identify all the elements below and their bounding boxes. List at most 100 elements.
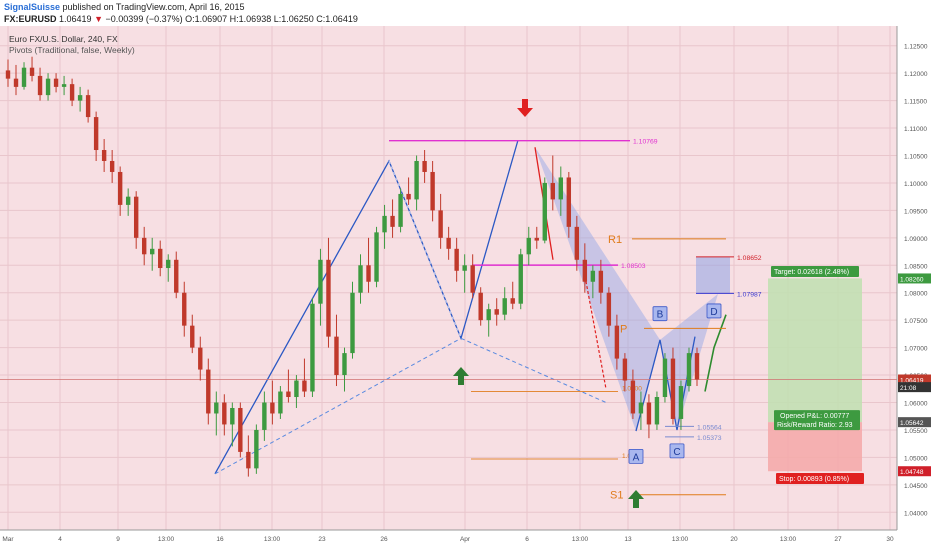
point-box-C	[669, 443, 685, 459]
y-tick-label: 1.05500	[904, 428, 928, 435]
candle-body	[182, 292, 187, 326]
pnl-box	[774, 410, 860, 431]
candle-body	[318, 259, 323, 304]
candle-body	[398, 193, 403, 227]
x-tick-label: 13	[624, 536, 632, 543]
candle-body	[582, 259, 588, 282]
y-tick-label: 1.10000	[904, 181, 928, 188]
x-tick-label: 13:00	[572, 536, 589, 543]
candle-body	[334, 336, 339, 376]
candle-body	[109, 160, 115, 172]
candle-body	[486, 309, 491, 321]
pivot-label-P: P	[620, 323, 627, 335]
price-tag-label: 1.05642	[900, 420, 924, 427]
candle-body	[101, 150, 107, 161]
price-tag-bg	[898, 466, 931, 477]
level-label-1.10769: 1.10769	[633, 139, 658, 146]
level-label-1.08503: 1.08503	[621, 263, 646, 270]
y-tick-label: 1.05000	[904, 455, 928, 462]
candle-body	[37, 75, 43, 96]
y-tick-label: 1.04500	[904, 483, 928, 490]
candle-body	[133, 196, 139, 238]
candle-body	[270, 402, 275, 414]
candle-body	[414, 160, 419, 200]
stop-zone	[768, 422, 862, 472]
target-label: Target: 0.02618 (2.48%)	[774, 269, 849, 276]
legend-title: Euro FX/U.S. Dollar, 240, FX	[9, 34, 118, 44]
candle-body	[598, 270, 604, 293]
candle-body	[374, 232, 379, 282]
candle-body	[302, 380, 307, 392]
y-tick-label: 1.08500	[904, 263, 928, 270]
candle-body	[278, 391, 283, 414]
candle-body	[294, 380, 299, 398]
candle-body	[686, 353, 692, 387]
candle-body	[326, 259, 331, 337]
candle-body	[502, 298, 507, 315]
y-tick-label: 1.07000	[904, 346, 928, 353]
candles	[5, 56, 700, 477]
candle-body	[350, 292, 355, 354]
x-axis[interactable]: Mar 4 9 13:00 16 13:00 23 26 Apr 6 13:00 13 13:00 20 1…	[0, 529, 897, 543]
candle-body	[550, 182, 555, 200]
arrow-up-icon	[628, 490, 644, 508]
ohlc-close: C:1.06419	[316, 14, 358, 24]
x-tick-label: 26	[380, 536, 388, 543]
point-label-A: A	[633, 452, 640, 463]
red-leg-2	[584, 276, 607, 389]
candle-body	[438, 210, 443, 238]
pattern-leg-blue	[214, 139, 519, 475]
point-box-A	[628, 448, 644, 464]
candle-body	[558, 177, 564, 200]
ohlc-open: O:1.06907	[185, 14, 228, 24]
candle-body	[614, 325, 620, 359]
position-zones: Target: 0.02618 (2.48%) Stop: 0.00893 (0.…	[768, 266, 864, 484]
candle-body	[190, 325, 195, 348]
price-chart[interactable]: Target: 0.02618 (2.48%) Stop: 0.00893 (0.…	[0, 26, 932, 550]
candle-body	[246, 451, 251, 469]
candle-body	[141, 237, 147, 255]
price-tag-label: 21:08	[900, 385, 917, 392]
x-tick-label: 23	[318, 536, 326, 543]
last-price: 1.06419	[59, 14, 92, 24]
y-tick-label: 1.09000	[904, 236, 928, 243]
candle-body	[670, 358, 676, 419]
y-tick-label: 1.11000	[904, 126, 927, 133]
price-tag-bg	[898, 273, 931, 284]
target-zone	[768, 278, 862, 423]
candle-body	[382, 215, 387, 233]
candle-body	[478, 292, 483, 321]
y-axis[interactable]: 1.12500 1.12000 1.11500 1.11000 1.10500 1.100…	[896, 26, 928, 530]
candle-body	[454, 248, 459, 271]
candle-body	[406, 193, 411, 200]
x-tick-label: 13:00	[780, 536, 797, 543]
candle-body	[238, 407, 243, 452]
price-tag-label: 1.04748	[900, 469, 924, 476]
candle-body	[21, 67, 27, 87]
target-label-bg	[771, 266, 859, 277]
pattern-triangle-xab	[535, 147, 660, 432]
plot-area[interactable]	[0, 26, 897, 530]
x-tick-label: 16	[216, 536, 224, 543]
price-tag-bg	[898, 374, 931, 385]
candle-body	[566, 177, 572, 227]
candle-body	[694, 353, 700, 380]
y-tick-label: 1.06000	[904, 401, 928, 408]
ohlc-high: H:1.06938	[229, 14, 272, 24]
symbol-label: FX:EURUSD	[4, 14, 57, 24]
candle-body	[534, 237, 539, 241]
y-tick-label: 1.07500	[904, 318, 928, 325]
candle-body	[358, 265, 363, 293]
candle-body	[222, 402, 227, 425]
published-text: published on TradingView.com, April 16, …	[62, 2, 245, 12]
candle-body	[53, 78, 59, 87]
candle-body	[150, 248, 155, 255]
x-tick-label: 30	[886, 536, 894, 543]
point-label-B: B	[657, 310, 664, 321]
green-projection	[704, 314, 727, 392]
y-tick-label: 1.09500	[904, 208, 928, 215]
point-label-D: D	[710, 307, 717, 318]
candle-body	[29, 67, 35, 76]
candle-body	[262, 402, 267, 430]
publisher-link[interactable]: SignalSuisse	[4, 2, 61, 12]
